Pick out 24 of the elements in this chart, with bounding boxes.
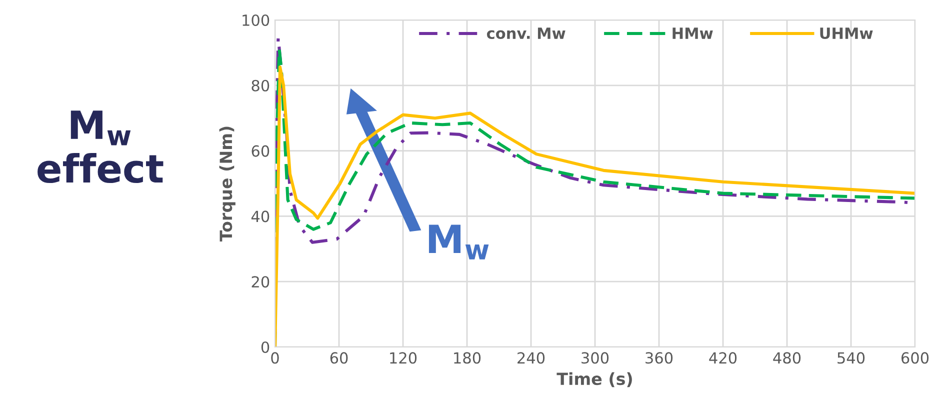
x-axis-title: Time (s) xyxy=(556,372,632,388)
text: M$_{w}$ effect xyxy=(38,110,164,184)
x-tick-label: 540 xyxy=(838,352,865,364)
y-tick-label: 100 xyxy=(242,14,270,26)
x-tick-label: 600 xyxy=(901,352,929,364)
x-tick-label: 120 xyxy=(390,352,417,364)
y-tick-label: 80 xyxy=(252,80,270,92)
y-tick-label: 0 xyxy=(261,341,270,354)
y-tick-label: 20 xyxy=(252,276,270,288)
x-tick-label: 60 xyxy=(330,352,348,364)
legend-label: HMw xyxy=(672,28,713,39)
x-tick-label: 240 xyxy=(518,352,545,364)
y-axis-title: Torque (Nm) xyxy=(219,126,236,242)
legend-label: conv. Mw xyxy=(486,28,566,40)
x-tick-label: 300 xyxy=(582,352,609,364)
x-tick-label: 360 xyxy=(646,352,673,364)
y-tick-label: 40 xyxy=(251,210,270,222)
y-tick-label: 60 xyxy=(252,145,270,157)
x-tick-label: 420 xyxy=(709,352,737,364)
annotation: M$_{w}$ xyxy=(428,224,489,260)
x-tick-label: 480 xyxy=(773,352,801,364)
x-tick-label: 180 xyxy=(454,352,481,364)
x-tick-label: 0 xyxy=(271,352,279,364)
legend-label: UHMw xyxy=(820,28,873,40)
